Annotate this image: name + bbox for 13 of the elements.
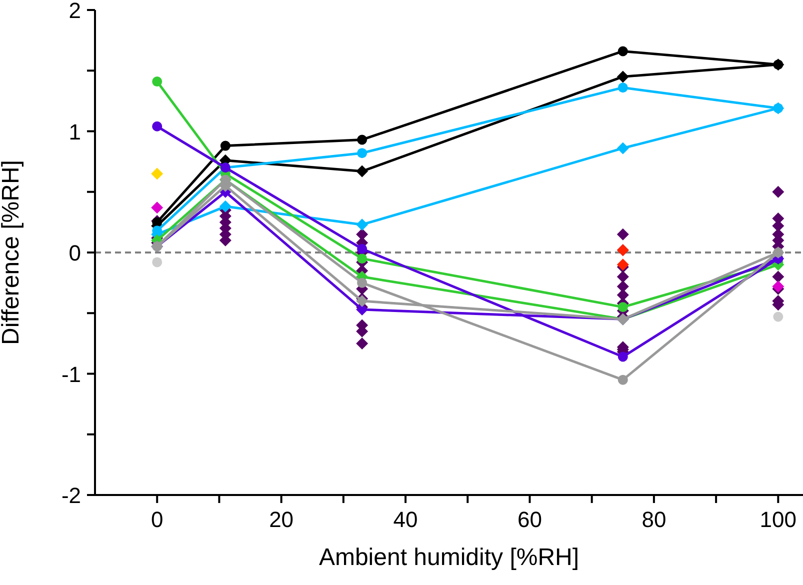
y-tick-label: 2 — [68, 0, 81, 23]
y-tick-label: 0 — [68, 240, 81, 266]
y-tick-label: 1 — [68, 119, 81, 144]
x-tick-label: 20 — [269, 507, 294, 532]
x-tick-label: 40 — [393, 507, 418, 532]
x-tick-label: 60 — [517, 507, 542, 532]
y-tick-label: -2 — [61, 483, 81, 508]
y-tick-label: -1 — [61, 362, 81, 387]
x-axis-title: Ambient humidity [%RH] — [318, 544, 580, 571]
y-axis-title: Difference [%RH] — [0, 160, 25, 345]
x-tick-label: 100 — [760, 507, 797, 532]
x-tick-label: 0 — [150, 507, 164, 532]
x-tick-label: 80 — [642, 507, 666, 532]
